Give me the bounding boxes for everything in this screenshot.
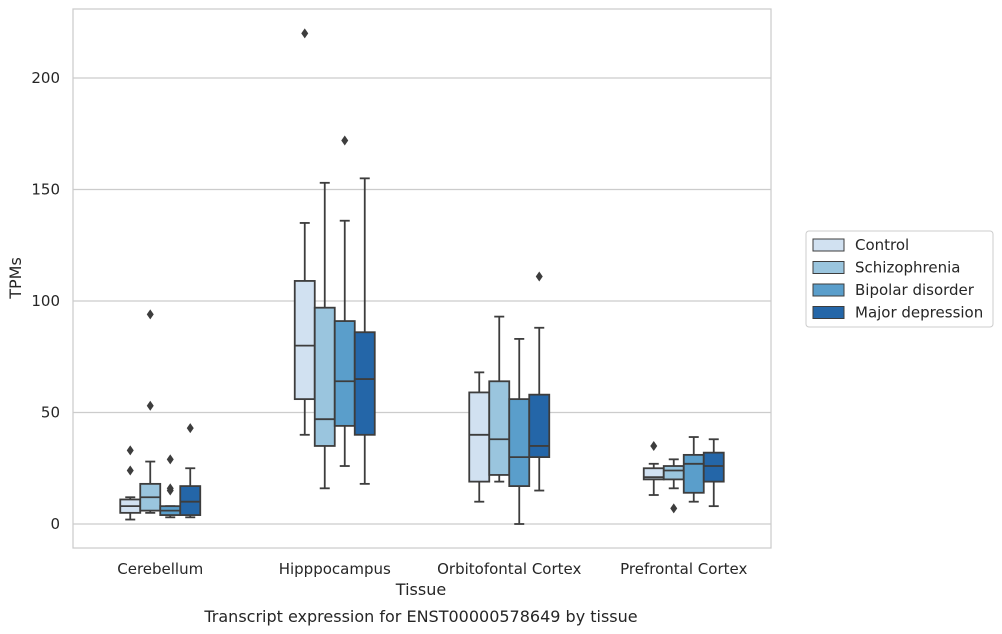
x-tick-label: Orbitofontal Cortex bbox=[437, 560, 581, 578]
legend-label: Schizophrenia bbox=[855, 259, 960, 277]
legend: Control Schizophrenia Bipolar disorder Majo… bbox=[805, 230, 994, 328]
outlier-point bbox=[670, 503, 678, 514]
outlier-point bbox=[301, 28, 309, 39]
legend-label: Control bbox=[855, 236, 909, 254]
legend-label: Major depression bbox=[855, 304, 983, 322]
legend-swatch bbox=[812, 283, 845, 297]
box bbox=[293, 280, 316, 401]
chart-caption: Transcript expression for ENST0000057864… bbox=[203, 607, 637, 626]
box-group bbox=[179, 423, 202, 519]
box bbox=[333, 320, 356, 427]
box-group bbox=[119, 445, 142, 521]
outlier-point bbox=[186, 423, 194, 434]
y-tick-label: 200 bbox=[31, 69, 60, 87]
legend-frame bbox=[805, 230, 994, 328]
box-group bbox=[662, 458, 685, 514]
outlier-point bbox=[146, 309, 154, 320]
outlier-point bbox=[650, 440, 658, 451]
box-group bbox=[682, 436, 705, 503]
y-axis-label: TPMs bbox=[6, 257, 25, 300]
box-group bbox=[139, 309, 162, 514]
outlier-point bbox=[166, 483, 174, 494]
box bbox=[179, 485, 202, 516]
box-group bbox=[353, 177, 376, 485]
box-group bbox=[508, 338, 531, 525]
x-tick-label: Hipppocampus bbox=[279, 560, 391, 578]
y-tick-label: 0 bbox=[50, 515, 60, 533]
x-tick-label: Prefrontal Cortex bbox=[620, 560, 747, 578]
outlier-point bbox=[126, 465, 134, 476]
box bbox=[702, 451, 725, 483]
box bbox=[662, 465, 685, 481]
y-tick-label: 100 bbox=[31, 292, 60, 310]
x-tick-label: Cerebellum bbox=[117, 560, 203, 578]
gridlines bbox=[73, 77, 771, 525]
outlier-point bbox=[146, 400, 154, 411]
box-group bbox=[333, 135, 356, 467]
box bbox=[682, 453, 705, 494]
outlier-point bbox=[341, 135, 349, 146]
box-group bbox=[159, 454, 182, 519]
box bbox=[353, 331, 376, 436]
legend-swatch bbox=[812, 306, 845, 319]
box-group bbox=[488, 315, 511, 483]
legend-swatch bbox=[812, 238, 845, 252]
outlier-point bbox=[126, 445, 134, 456]
box-group bbox=[293, 28, 316, 436]
y-axis-ticks: 0 50 100 150 200 bbox=[31, 69, 60, 533]
box-group bbox=[313, 181, 336, 490]
plot-area bbox=[72, 8, 772, 549]
box bbox=[468, 391, 491, 483]
x-axis-label: Tissue bbox=[395, 580, 446, 599]
outlier-point bbox=[535, 271, 543, 282]
outlier-point bbox=[166, 454, 174, 465]
box bbox=[313, 306, 336, 447]
box bbox=[528, 393, 551, 459]
box-group bbox=[642, 440, 665, 496]
box bbox=[508, 398, 531, 487]
box-group bbox=[468, 371, 491, 503]
box-group bbox=[702, 438, 725, 508]
x-axis-ticks: Cerebellum Hipppocampus Orbitofontal Corte… bbox=[117, 560, 747, 578]
box bbox=[488, 380, 511, 476]
box-group bbox=[528, 271, 551, 492]
legend-label: Bipolar disorder bbox=[855, 281, 975, 299]
y-tick-label: 50 bbox=[41, 404, 60, 422]
boxes bbox=[119, 28, 725, 525]
y-tick-label: 150 bbox=[31, 181, 60, 199]
legend-swatch bbox=[812, 261, 845, 274]
